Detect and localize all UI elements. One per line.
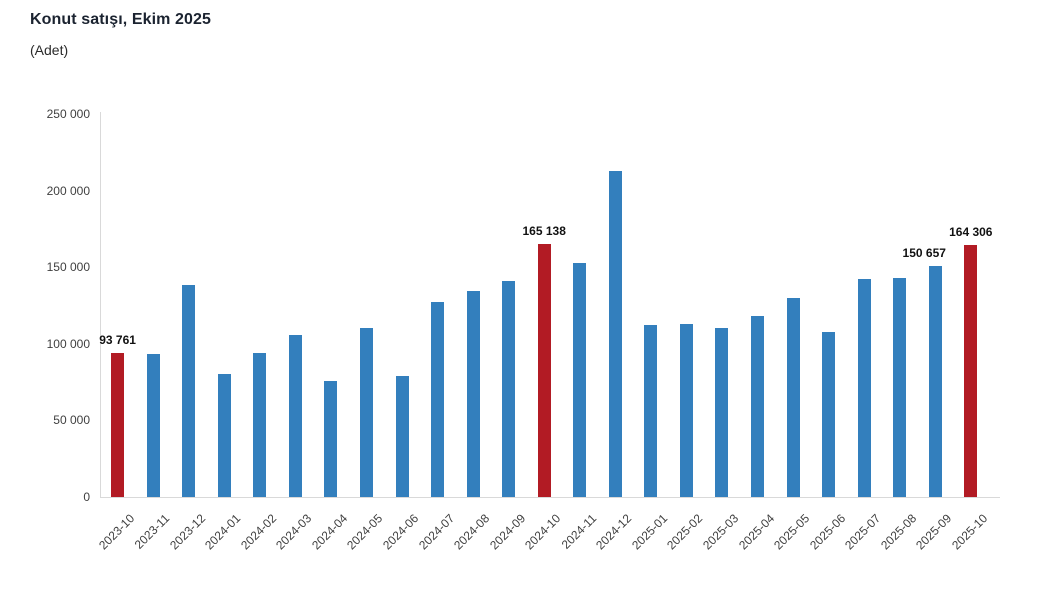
bar-value-label: 93 761 [99, 333, 136, 348]
x-tick-label: 2023-10 [95, 511, 137, 553]
bar-2024-03[interactable] [288, 335, 302, 497]
bar-2025-04[interactable] [751, 316, 764, 497]
y-tick-label: 150 000 [46, 260, 90, 275]
bar-2024-12[interactable] [608, 171, 622, 497]
y-tick-label: 250 000 [46, 107, 90, 121]
bar-2025-03[interactable] [715, 327, 729, 497]
y-tick-label: 0 [83, 490, 90, 504]
bar-2024-11[interactable] [573, 262, 587, 497]
bar-2025-10[interactable] [964, 245, 978, 497]
y-tick-label: 100 000 [46, 336, 90, 351]
bar-2024-07[interactable] [431, 302, 445, 497]
bar-value-label: 165 138 [522, 224, 566, 238]
bar-2025-05[interactable] [786, 298, 800, 497]
bar-2023-11[interactable] [146, 353, 160, 497]
bar-value-label: 150 657 [902, 246, 946, 261]
y-tick-label: 200 000 [46, 183, 90, 198]
bar-2024-10[interactable] [537, 244, 551, 497]
bar-2025-09[interactable] [928, 266, 942, 497]
bar-2024-09[interactable] [502, 281, 516, 497]
chart-subtitle: (Adet) [30, 42, 69, 58]
bar-2024-01[interactable] [217, 373, 231, 497]
bar-2025-01[interactable] [644, 325, 658, 497]
x-axis-line [100, 497, 1000, 498]
bar-2023-10[interactable] [111, 353, 125, 497]
chart-title: Konut satışı, Ekim 2025 [30, 11, 212, 28]
bar-2023-12[interactable] [182, 284, 196, 497]
bar-2024-06[interactable] [395, 375, 409, 497]
y-axis-line [100, 112, 101, 497]
bar-2025-07[interactable] [857, 278, 871, 497]
bar-2024-05[interactable] [359, 327, 373, 497]
bar-2024-02[interactable] [253, 353, 267, 497]
bar-2025-02[interactable] [679, 324, 693, 497]
bar-2025-08[interactable] [893, 277, 907, 497]
bar-2025-06[interactable] [822, 332, 836, 497]
bar-2024-04[interactable] [324, 381, 338, 497]
bar-2024-08[interactable] [466, 291, 480, 497]
y-tick-label: 50 000 [53, 413, 90, 428]
bar-value-label: 164 306 [949, 225, 993, 240]
